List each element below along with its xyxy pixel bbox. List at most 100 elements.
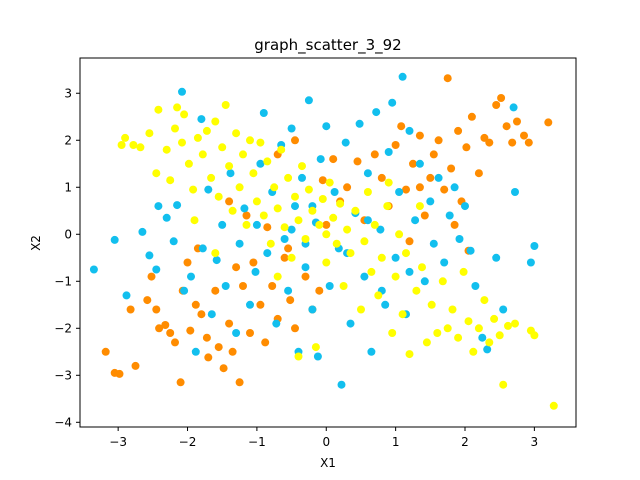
x-tick-label: −2 xyxy=(179,435,197,449)
scatter-point xyxy=(270,183,279,192)
scatter-point xyxy=(246,300,254,309)
scatter-point xyxy=(122,291,131,300)
scatter-point xyxy=(221,282,230,290)
scatter-point xyxy=(202,126,211,135)
scatter-point xyxy=(415,183,424,192)
scatter-point xyxy=(301,272,310,281)
scatter-point xyxy=(454,126,463,135)
scatter-point xyxy=(508,138,517,147)
scatter-point xyxy=(341,138,350,147)
scatter-point xyxy=(355,119,364,128)
scatter-point xyxy=(147,272,156,281)
scatter-point xyxy=(440,258,449,267)
scatter-point xyxy=(402,185,410,194)
scatter-point xyxy=(239,282,247,290)
scatter-point xyxy=(186,326,195,335)
scatter-point xyxy=(121,133,130,142)
scatter-point xyxy=(143,296,152,305)
scatter-point xyxy=(513,117,521,126)
scatter-point xyxy=(492,101,501,109)
scatter-point xyxy=(235,378,244,387)
scatter-point xyxy=(193,133,202,142)
scatter-point xyxy=(367,267,376,276)
scatter-point xyxy=(219,364,228,373)
scatter-point xyxy=(197,115,206,124)
scatter-point xyxy=(178,138,186,147)
scatter-point xyxy=(422,338,431,347)
scatter-point xyxy=(433,329,442,337)
scatter-point xyxy=(485,138,494,147)
scatter-point xyxy=(443,74,452,83)
scatter-point xyxy=(447,164,456,173)
y-axis-label: X2 xyxy=(29,235,43,251)
scatter-point xyxy=(287,124,296,133)
scatter-point xyxy=(329,213,338,222)
scatter-point xyxy=(272,319,281,328)
scatter-point xyxy=(397,122,406,131)
scatter-point xyxy=(549,401,558,410)
scatter-point xyxy=(180,110,189,119)
scatter-point xyxy=(228,206,237,215)
scatter-point xyxy=(138,227,147,236)
scatter-point xyxy=(426,197,435,206)
scatter-point xyxy=(325,282,334,290)
scatter-point xyxy=(280,223,289,232)
scatter-point xyxy=(259,211,268,220)
scatter-point xyxy=(455,235,464,243)
scatter-point xyxy=(420,277,429,286)
scatter-point xyxy=(398,310,407,319)
scatter-point xyxy=(155,324,164,333)
scatter-point xyxy=(363,188,372,196)
scatter-point xyxy=(502,122,511,131)
scatter-point xyxy=(466,246,475,255)
scatter-point xyxy=(287,225,296,234)
scatter-point xyxy=(173,103,182,112)
scatter-point xyxy=(287,253,296,262)
scatter-point xyxy=(492,253,501,262)
scatter-point xyxy=(291,202,299,211)
x-axis-label: X1 xyxy=(320,456,336,470)
scatter-point xyxy=(211,117,220,126)
scatter-point xyxy=(207,310,216,319)
scatter-point xyxy=(166,329,175,337)
scatter-point xyxy=(129,141,138,149)
scatter-point xyxy=(190,216,199,225)
plot-area-background xyxy=(80,58,576,427)
scatter-point xyxy=(443,324,452,333)
scatter-point xyxy=(301,263,310,272)
scatter-point xyxy=(308,206,317,215)
scatter-point xyxy=(284,244,293,253)
scatter-point xyxy=(322,258,331,267)
scatter-point xyxy=(412,286,421,295)
scatter-point xyxy=(409,159,417,168)
scatter-point xyxy=(228,347,237,356)
scatter-point xyxy=(291,136,299,145)
scatter-point xyxy=(211,249,220,258)
scatter-point xyxy=(246,329,254,337)
scatter-point xyxy=(497,94,506,102)
scatter-point xyxy=(495,331,504,340)
scatter-point xyxy=(256,138,265,147)
scatter-point xyxy=(226,169,235,178)
scatter-point xyxy=(467,112,476,121)
scatter-point xyxy=(225,162,234,171)
scatter-point xyxy=(483,345,492,354)
scatter-point xyxy=(485,338,494,347)
scatter-point xyxy=(370,220,379,229)
scatter-point xyxy=(240,204,249,213)
scatter-point xyxy=(110,235,119,244)
scatter-point xyxy=(520,131,528,140)
scatter-point xyxy=(405,350,414,359)
scatter-point xyxy=(154,105,163,114)
scatter-point xyxy=(353,157,362,166)
x-tick-label: −3 xyxy=(109,435,127,449)
x-tick-label: 1 xyxy=(392,435,400,449)
scatter-point xyxy=(251,267,260,276)
scatter-point xyxy=(405,267,414,276)
scatter-point xyxy=(322,220,331,229)
scatter-point xyxy=(418,263,426,272)
scatter-point xyxy=(388,329,397,337)
scatter-point xyxy=(189,185,198,194)
scatter-point xyxy=(332,239,341,248)
scatter-point xyxy=(198,150,207,159)
